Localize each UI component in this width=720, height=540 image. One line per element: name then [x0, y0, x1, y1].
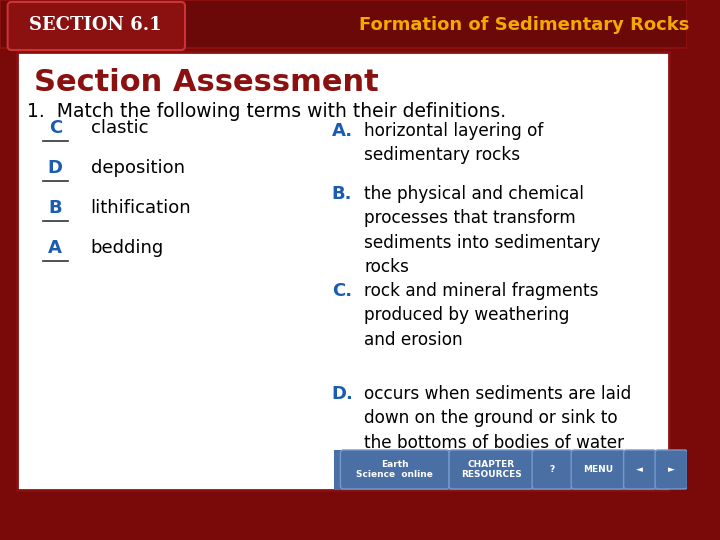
Text: deposition: deposition	[91, 159, 184, 177]
Text: lithification: lithification	[91, 199, 192, 217]
Text: ◄: ◄	[636, 465, 643, 474]
FancyBboxPatch shape	[0, 0, 687, 48]
FancyBboxPatch shape	[8, 2, 185, 50]
FancyBboxPatch shape	[341, 450, 449, 489]
Text: A.: A.	[332, 122, 353, 140]
Text: B: B	[48, 199, 62, 217]
FancyBboxPatch shape	[571, 450, 624, 489]
Text: horizontal layering of
sedimentary rocks: horizontal layering of sedimentary rocks	[364, 122, 544, 164]
Text: bedding: bedding	[91, 239, 164, 257]
Text: SECTION 6.1: SECTION 6.1	[29, 16, 162, 34]
Text: rock and mineral fragments
produced by weathering
and erosion: rock and mineral fragments produced by w…	[364, 282, 599, 349]
FancyBboxPatch shape	[334, 450, 670, 490]
FancyBboxPatch shape	[532, 450, 572, 489]
Text: CHAPTER
RESOURCES: CHAPTER RESOURCES	[461, 460, 521, 479]
Text: 1.  Match the following terms with their definitions.: 1. Match the following terms with their …	[27, 102, 506, 121]
Text: Earth
Science  online: Earth Science online	[356, 460, 433, 479]
Text: occurs when sediments are laid
down on the ground or sink to
the bottoms of bodi: occurs when sediments are laid down on t…	[364, 385, 631, 451]
Text: ►: ►	[668, 465, 675, 474]
Text: A: A	[48, 239, 62, 257]
Text: ?: ?	[549, 465, 554, 474]
FancyBboxPatch shape	[655, 450, 688, 489]
Text: D.: D.	[332, 385, 354, 403]
Text: B.: B.	[332, 185, 352, 203]
Text: C.: C.	[332, 282, 352, 300]
Text: Formation of Sedimentary Rocks: Formation of Sedimentary Rocks	[359, 16, 690, 34]
Text: C: C	[49, 119, 62, 137]
Text: Section Assessment: Section Assessment	[35, 68, 379, 97]
Text: clastic: clastic	[91, 119, 148, 137]
FancyBboxPatch shape	[624, 450, 656, 489]
Text: MENU: MENU	[582, 465, 613, 474]
Text: D: D	[48, 159, 63, 177]
Text: the physical and chemical
processes that transform
sediments into sedimentary
ro: the physical and chemical processes that…	[364, 185, 600, 276]
FancyBboxPatch shape	[17, 52, 670, 490]
FancyBboxPatch shape	[449, 450, 533, 489]
FancyBboxPatch shape	[0, 0, 687, 540]
